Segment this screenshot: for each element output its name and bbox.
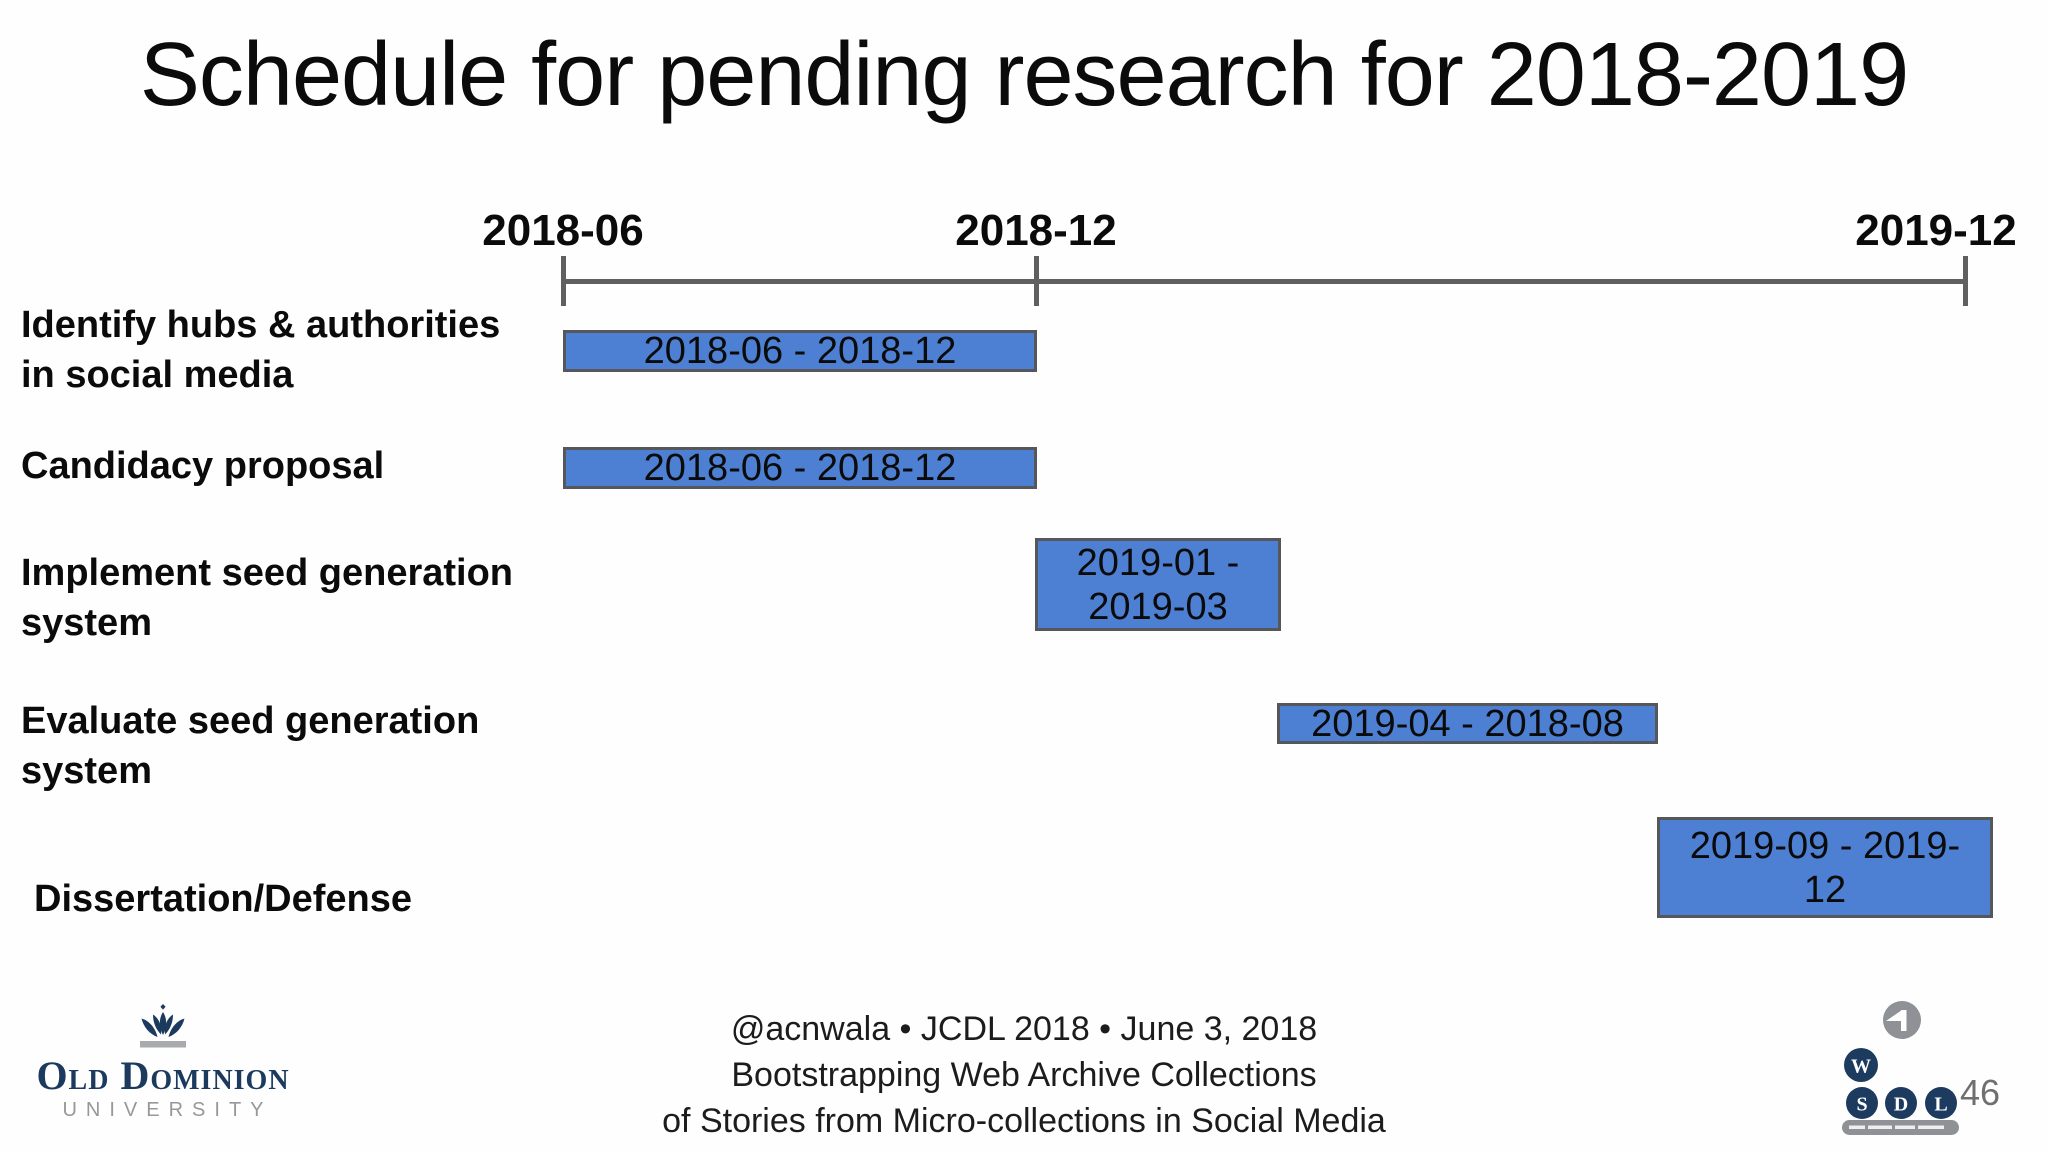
svg-text:W: W: [1851, 1056, 1871, 1078]
svg-text:D: D: [1894, 1094, 1908, 1116]
footer-line: @acnwala • JCDL 2018 • June 3, 2018: [730, 1010, 1318, 1048]
task-label: Dissertation/Defense: [34, 878, 413, 920]
task-label: Identify hubs & authorities in social me…: [21, 304, 501, 396]
page-title: Schedule for pending research for 2018-2…: [139, 25, 1909, 125]
odu-logo: Old Dominion UNIVERSITY: [18, 1004, 308, 1122]
odu-university-label: UNIVERSITY: [62, 1099, 273, 1121]
wsdl-logo: W S D L: [1842, 1001, 1959, 1135]
task-bar: 2019-01 - 2019-03: [1035, 538, 1281, 631]
svg-text:S: S: [1856, 1094, 1867, 1116]
task-label: Candidacy proposal: [21, 445, 385, 487]
page-number: 46: [1960, 1072, 2001, 1113]
axis-tick: [561, 256, 566, 306]
axis-tick: [1963, 256, 1968, 306]
timeline-axis: [563, 279, 1966, 284]
wsdl-banner: [1842, 1120, 1959, 1135]
footer: @acnwala • JCDL 2018 • June 3, 2018 Boot…: [0, 1006, 2048, 1144]
task-bar: 2018-06 - 2018-12: [563, 447, 1037, 489]
wsdl-flag-icon: [1883, 1001, 1921, 1039]
wsdl-d-badge: D: [1885, 1087, 1917, 1119]
wsdl-s-badge: S: [1846, 1087, 1878, 1119]
odu-wordmark: Old Dominion: [36, 1053, 290, 1098]
axis-tick-label: 2018-06: [482, 206, 644, 255]
axis-tick: [1034, 256, 1039, 306]
task-label: Implement seed generation system: [21, 552, 514, 644]
axis-tick-label: 2019-12: [1855, 206, 2017, 255]
axis-tick-label: 2018-12: [955, 206, 1117, 255]
task-bar: 2018-06 - 2018-12: [563, 330, 1037, 372]
footer-line: Bootstrapping Web Archive Collections: [731, 1056, 1317, 1094]
svg-text:L: L: [1934, 1094, 1947, 1116]
wsdl-l-badge: L: [1925, 1087, 1957, 1119]
wsdl-w-badge: W: [1844, 1048, 1878, 1082]
task-label: Evaluate seed generation system: [21, 700, 480, 792]
task-bar: 2019-04 - 2018-08: [1277, 703, 1658, 745]
odu-crown-icon: [140, 1004, 186, 1048]
footer-line: of Stories from Micro-collections in Soc…: [662, 1102, 1386, 1140]
task-bar: 2019-09 - 2019- 12: [1657, 817, 1993, 918]
